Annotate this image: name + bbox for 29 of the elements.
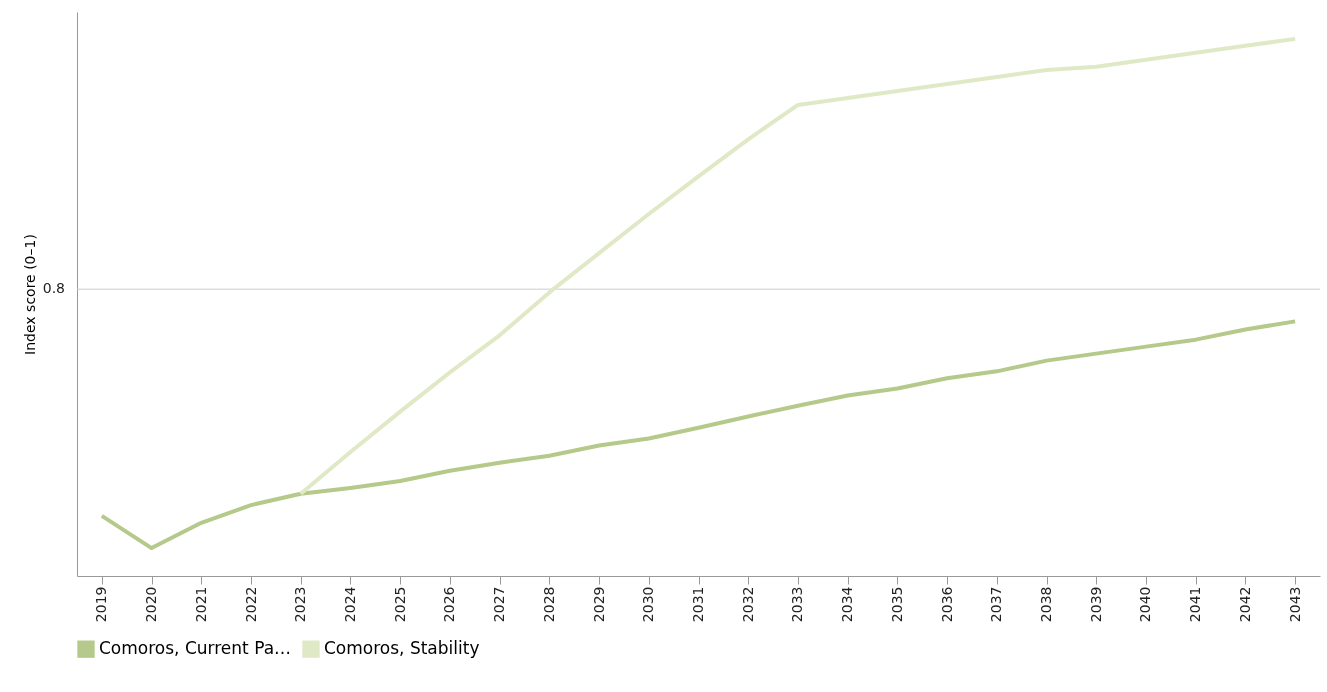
- legend-label: Comoros, Stability: [324, 638, 480, 659]
- x-tick-label: 2022: [242, 586, 259, 623]
- x-tick-label: 2034: [839, 586, 856, 623]
- x-tick-label: 2023: [292, 586, 309, 623]
- x-tick-label: 2042: [1236, 586, 1253, 623]
- x-tick-label: 2025: [391, 586, 408, 623]
- x-tick-label: 2037: [988, 586, 1005, 623]
- x-tick-label: 2039: [1087, 586, 1104, 623]
- x-tick-label: 2027: [491, 586, 508, 623]
- x-tick-label: 2032: [739, 586, 756, 623]
- x-tick-label: 2040: [1137, 586, 1154, 623]
- x-tick-label: 2021: [192, 586, 209, 623]
- x-tick-label: 2026: [441, 586, 458, 623]
- x-tick-label: 2043: [1286, 586, 1303, 623]
- x-tick-label: 2038: [1038, 586, 1055, 623]
- x-tick-label: 2035: [888, 586, 905, 623]
- x-tick-label: 2031: [690, 586, 706, 623]
- x-tick-label: 2020: [143, 586, 160, 623]
- x-tick-label: 2024: [341, 586, 358, 623]
- y-axis-title: Index score (0–1): [21, 234, 38, 355]
- x-tick-label: 2036: [938, 586, 955, 623]
- x-tick-label: 2033: [789, 586, 806, 623]
- x-tick-label: 2041: [1187, 586, 1204, 623]
- x-tick-label: 2030: [640, 586, 657, 623]
- x-tick-label: 2028: [540, 586, 557, 623]
- x-tick-label: 2029: [590, 586, 607, 623]
- text: 0.8: [42, 280, 65, 297]
- x-tick-label: 2019: [93, 586, 110, 623]
- legend-label: Comoros, Current Pa…: [99, 638, 292, 659]
